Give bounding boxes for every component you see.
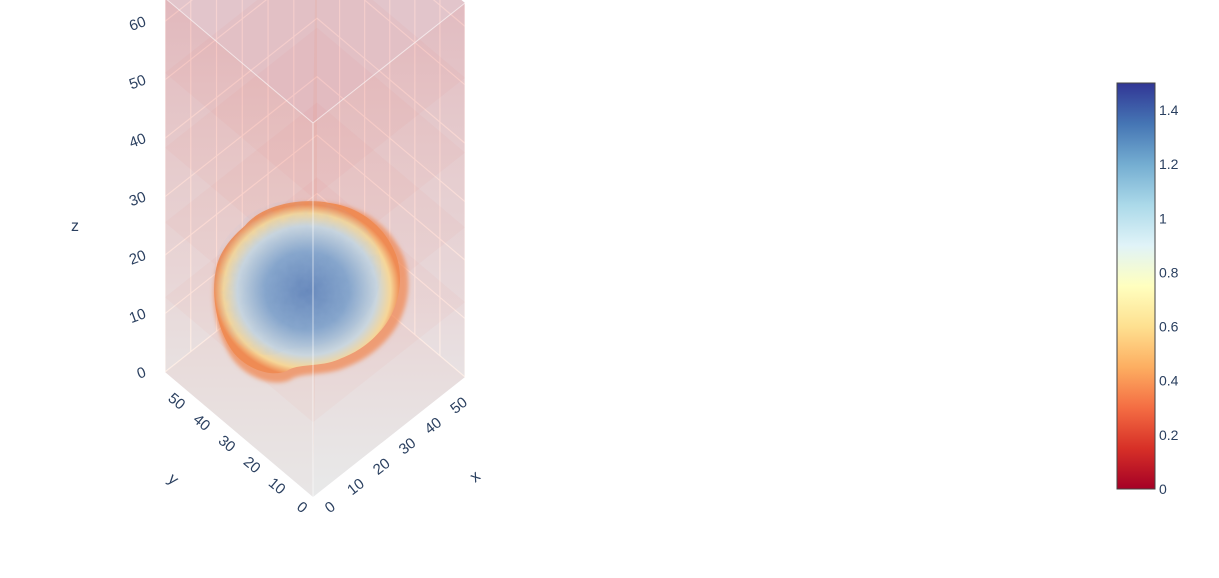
cube-edge bbox=[166, 0, 314, 124]
y-tick-label: 40 bbox=[190, 411, 214, 435]
z-tick-label: 50 bbox=[127, 72, 148, 94]
z-tick-label: 0 bbox=[135, 364, 149, 383]
x-tick-label: 20 bbox=[370, 455, 394, 479]
x-axis-title: x bbox=[467, 468, 484, 486]
z-tick-label: 30 bbox=[127, 188, 148, 210]
y-axis-title: y bbox=[164, 471, 181, 489]
colorbar-gradient bbox=[1116, 82, 1156, 490]
cube-edge bbox=[312, 2, 466, 124]
y-tick-label: 50 bbox=[165, 390, 189, 414]
volume-slab bbox=[165, 0, 465, 198]
colorbar-tick-label: 1.2 bbox=[1159, 156, 1179, 172]
y-tick-label: 0 bbox=[293, 498, 310, 516]
volume-render bbox=[165, 0, 465, 497]
colorbar-tick-label: 0.8 bbox=[1159, 264, 1179, 280]
volume-slab bbox=[167, 0, 465, 123]
z-tick-label: 10 bbox=[127, 305, 148, 327]
colorbar-tick-label: 0.6 bbox=[1159, 319, 1179, 335]
x-tick-label: 30 bbox=[396, 435, 420, 459]
cube-edges bbox=[164, 0, 466, 497]
z-tick-label: 60 bbox=[127, 13, 148, 35]
volume-blob-texture bbox=[213, 199, 382, 355]
x-tick-label: 40 bbox=[421, 414, 445, 438]
colorbar-tick-label: 0.4 bbox=[1159, 373, 1179, 389]
x-tick-label: 50 bbox=[447, 394, 471, 418]
y-tick-label: 10 bbox=[265, 474, 289, 498]
colorbar: 0 0.2 0.4 0.6 0.8 1 1.2 1.4 bbox=[1116, 82, 1179, 497]
colorbar-tick-label: 0 bbox=[1159, 481, 1167, 497]
z-tick-label: 20 bbox=[127, 247, 148, 269]
x-tick-label: 0 bbox=[322, 498, 339, 517]
y-tick-label: 20 bbox=[240, 453, 264, 477]
volume-face-top bbox=[167, 0, 465, 123]
y-tick-label: 30 bbox=[215, 432, 239, 456]
colorbar-tick-label: 1.4 bbox=[1159, 102, 1179, 118]
colorbar-ticks: 0 0.2 0.4 0.6 0.8 1 1.2 1.4 bbox=[1159, 102, 1179, 497]
colorbar-tick-label: 1 bbox=[1159, 210, 1167, 226]
z-axis-title: z bbox=[71, 218, 79, 235]
x-tick-label: 10 bbox=[344, 475, 368, 499]
colorbar-tick-label: 0.2 bbox=[1159, 427, 1179, 443]
z-axis-ticks: 0 10 20 30 40 50 60 bbox=[127, 13, 148, 382]
z-tick-label: 40 bbox=[127, 130, 148, 152]
